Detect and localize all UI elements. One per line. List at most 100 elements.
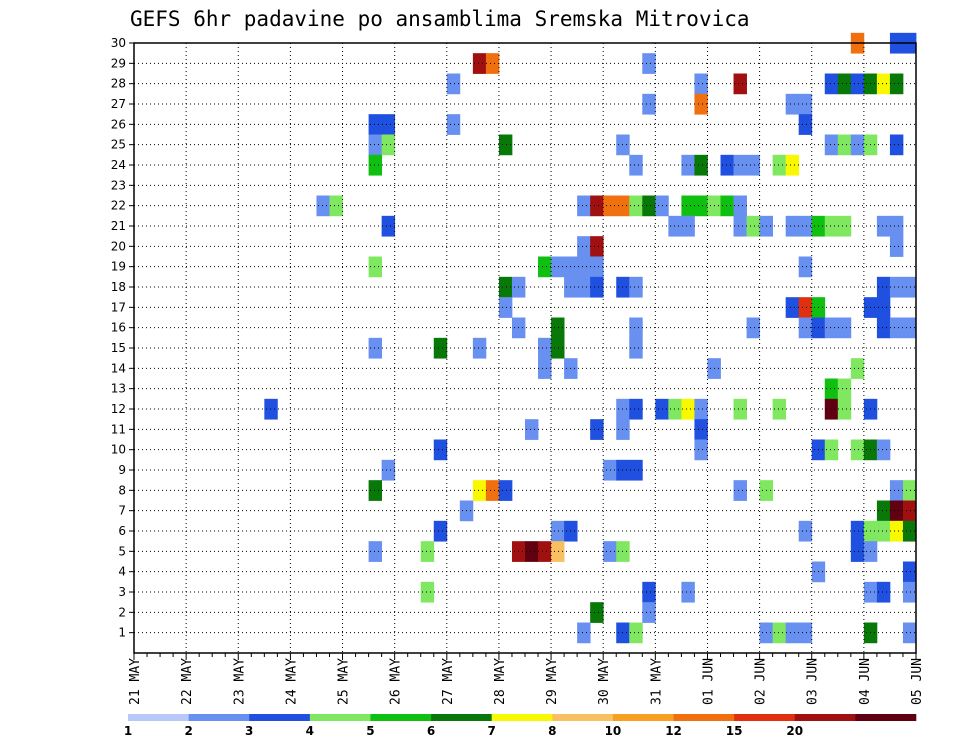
heatmap-cells [264,32,917,644]
x-tick-label: 25 MAY [337,658,352,705]
y-tick-label: 17 [111,300,126,314]
heatmap-cell [876,276,891,298]
heatmap-cell [876,520,891,542]
y-tick-label: 7 [118,504,126,518]
heatmap-cell [902,561,917,583]
heatmap-cell [824,73,839,95]
y-tick-label: 29 [111,56,126,70]
heatmap-cell [798,93,813,115]
heatmap-cell [629,317,643,339]
chart-title: GEFS 6hr padavine po ansamblima Sremska … [130,7,750,31]
heatmap-cell [577,236,591,257]
x-tick-label: 31 MAY [649,658,664,705]
heatmap-cell [798,622,813,644]
heatmap-cell [694,73,708,95]
heatmap-cell [824,398,839,420]
heatmap-cell [694,439,708,461]
y-tick-label: 30 [111,36,126,50]
heatmap-cell [824,439,839,461]
y-tick-label: 15 [111,341,126,355]
y-tick-label: 11 [111,422,126,436]
y-tick-label: 13 [111,382,126,396]
y-tick-label: 21 [111,219,126,233]
colorbar-label: 12 [665,724,682,738]
colorbar-swatch [188,714,250,721]
colorbar-swatch [612,714,674,721]
heatmap-cell [733,154,747,176]
colorbar-label: 3 [245,724,253,738]
colorbar-label: 10 [605,724,622,738]
heatmap-cell [525,419,539,440]
heatmap-cell [642,53,656,74]
heatmap-cell [525,541,539,562]
colorbar-label: 2 [184,724,192,738]
heatmap-cell [798,114,813,135]
heatmap-cell [889,215,904,237]
heatmap-cell [472,53,487,74]
colorbar-swatch [794,714,856,721]
heatmap-cell [785,154,800,176]
x-tick-label: 30 MAY [597,658,612,705]
x-tick-label: 22 MAY [180,658,195,705]
heatmap-cell [889,276,904,298]
heatmap-cell [876,500,891,522]
heatmap-cell [720,195,734,217]
heatmap-cell [772,622,787,644]
heatmap-cell [746,317,760,339]
heatmap-cell [577,622,591,644]
heatmap-cell [889,480,904,501]
heatmap-cell [772,398,787,420]
heatmap-cell [485,480,500,501]
x-tick-label: 03 JUN [806,658,821,705]
y-tick-label: 27 [111,97,126,111]
heatmap-cell [837,378,852,400]
y-tick-label: 4 [118,565,126,579]
heatmap-cell [889,73,904,95]
heatmap-cell [681,398,695,420]
heatmap-cell [837,398,852,420]
colorbar-swatch [370,714,432,721]
heatmap-cell [733,480,747,501]
colorbar-swatch [309,714,371,721]
y-tick-label: 22 [111,199,126,213]
y-tick-label: 1 [118,626,126,640]
heatmap-cell [603,195,617,217]
colorbar: 1 2 3 4 5 6 7 8 10 12 15 20 [124,714,917,738]
heatmap-cell [538,256,552,278]
x-tick-label: 29 MAY [545,658,560,705]
x-tick-label: 04 JUN [858,658,873,705]
heatmap-cell [694,93,708,115]
heatmap-cell [577,195,591,217]
heatmap-cell [551,520,565,542]
heatmap-cell [368,541,383,562]
heatmap-cell [420,541,435,562]
heatmap-cell [850,439,865,461]
heatmap-cell [837,73,852,95]
heatmap-cell [603,541,617,562]
heatmap-cell [642,195,656,217]
y-tick-label: 5 [118,544,126,558]
heatmap-cell [603,459,617,481]
heatmap-cell [733,73,747,95]
colorbar-swatch [673,714,735,721]
heatmap-cell [629,276,643,298]
heatmap-cell [746,215,760,237]
heatmap-cell [876,297,891,318]
heatmap-cell [577,276,591,298]
heatmap-cell [850,520,865,542]
heatmap-cell [368,134,383,156]
heatmap-cell [433,439,448,461]
heatmap-cell [668,398,682,420]
heatmap-cell [733,398,747,420]
heatmap-cell [668,215,682,237]
y-tick-label: 10 [111,443,126,457]
heatmap-cell [733,215,747,237]
heatmap-cell [798,520,813,542]
heatmap-cell [694,419,708,440]
x-tick-label: 24 MAY [284,658,299,705]
heatmap-cell [694,154,708,176]
heatmap-cell [368,114,383,135]
colorbar-swatch [552,714,614,721]
heatmap-cell [837,215,852,237]
heatmap-cell [824,317,839,339]
